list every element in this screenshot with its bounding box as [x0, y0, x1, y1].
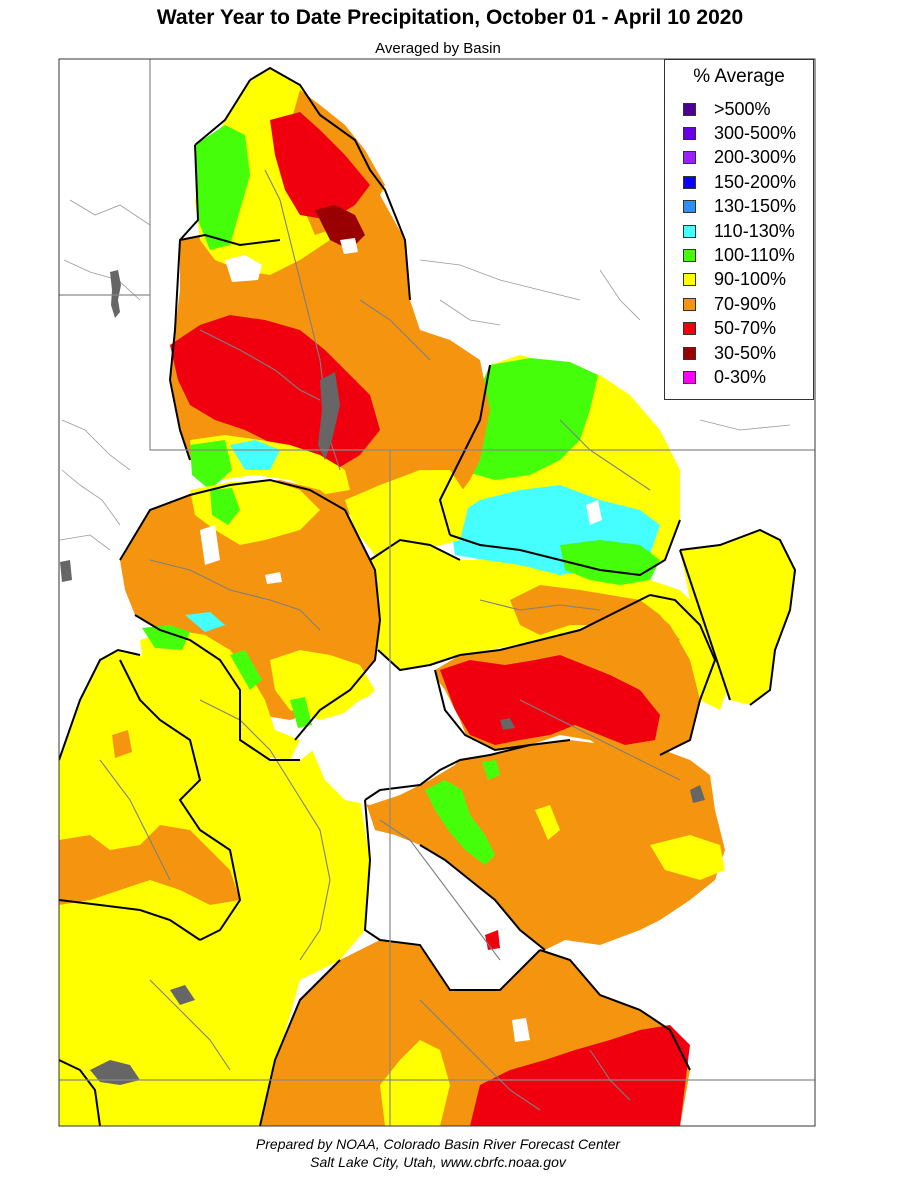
- legend-label: 50-70%: [714, 318, 777, 339]
- legend-item: 150-200%: [683, 171, 796, 193]
- zone-100-110-small-green: [482, 760, 500, 780]
- zone-70-90-west-small: [112, 730, 132, 758]
- white-patch-northeast: [586, 500, 602, 525]
- legend-title: % Average: [693, 66, 785, 87]
- legend-item: 50-70%: [683, 318, 776, 340]
- zone-100-110-uinta2: [230, 650, 262, 690]
- legend-swatch: [683, 248, 696, 262]
- zone-100-110-central-strip: [425, 780, 495, 865]
- legend-swatch: [683, 175, 696, 189]
- zone-50-70-southeast: [470, 1025, 690, 1126]
- legend-swatch: [683, 200, 696, 214]
- zone-90-100-east: [680, 530, 795, 705]
- legend-item: 300-500%: [683, 122, 796, 144]
- map-title: Water Year to Date Precipitation, Octobe…: [156, 6, 744, 29]
- credit-line-2: Salt Lake City, Utah, www.cbrfc.noaa.gov: [310, 1154, 566, 1170]
- map-frame: [58, 58, 816, 1127]
- white-patch-top: [225, 255, 262, 282]
- legend-label: 100-110%: [714, 244, 795, 265]
- legend-item: >500%: [683, 98, 771, 120]
- legend-label: 300-500%: [714, 122, 797, 143]
- legend-swatch: [683, 102, 696, 116]
- legend-label: 90-100%: [714, 269, 787, 290]
- legend-label: 130-150%: [714, 196, 797, 217]
- legend-item: 90-100%: [683, 269, 786, 291]
- zone-100-110-north-strip: [190, 440, 232, 490]
- outside-lakes: [60, 270, 121, 582]
- white-patch-uinta: [200, 525, 220, 565]
- legend-swatch: [683, 126, 696, 140]
- legend-item: 70-90%: [683, 293, 776, 315]
- white-patch-top2: [340, 238, 358, 254]
- legend-label: 200-300%: [714, 147, 797, 168]
- legend-swatch: [683, 224, 696, 238]
- legend-item: 30-50%: [683, 342, 776, 364]
- legend-label: 150-200%: [714, 171, 797, 192]
- zone-100-110-uinta-upper: [210, 488, 240, 525]
- basin-boundaries: [59, 66, 797, 1126]
- legend: % Average >500% 300-500% 200-300% 150-200% 1…: [664, 59, 814, 400]
- zone-100-110-uinta3: [290, 697, 312, 728]
- zone-50-70-eastcentral: [440, 655, 660, 745]
- legend-swatch: [683, 346, 696, 360]
- white-patch-uinta2: [265, 572, 282, 584]
- legend-swatch: [683, 273, 696, 287]
- legend-item: 200-300%: [683, 147, 796, 169]
- legend-swatch: [683, 322, 696, 336]
- legend-item: 100-110%: [683, 244, 795, 266]
- zone-110-130-uinta: [185, 612, 225, 632]
- legend-swatch: [683, 151, 696, 165]
- zone-110-130-north-strip: [230, 440, 280, 470]
- zone-90-100-white-river: [345, 470, 470, 555]
- legend-label: 0-30%: [714, 366, 767, 387]
- zone-50-70-top: [270, 112, 370, 220]
- zone-100-110-uinta: [142, 625, 190, 650]
- legend-label: 70-90%: [714, 293, 777, 314]
- zone-90-100-south-sliver: [380, 1040, 450, 1126]
- legend-swatch: [683, 297, 696, 311]
- credit-line-1: Prepared by NOAA, Colorado Basin River F…: [255, 1136, 621, 1152]
- legend-label: 110-130%: [714, 220, 795, 241]
- map-subtitle: Averaged by Basin: [375, 40, 501, 57]
- legend-swatch: [683, 370, 696, 384]
- zone-100-110-top-west: [195, 125, 250, 250]
- zone-70-90-west-patch: [59, 825, 240, 905]
- zone-90-100-central-accent2: [535, 805, 560, 840]
- zone-90-100-uinta-lower: [140, 630, 300, 760]
- legend-label: 30-50%: [714, 342, 777, 363]
- state-lines: [59, 59, 815, 1126]
- legend-item: 0-30%: [683, 366, 766, 388]
- legend-item: 110-130%: [683, 220, 795, 242]
- reservoirs: [90, 372, 705, 1085]
- legend-item: 130-150%: [683, 196, 796, 218]
- legend-label: >500%: [714, 98, 771, 119]
- white-patch-south: [512, 1018, 530, 1042]
- zone-90-100-central-accent: [650, 835, 725, 880]
